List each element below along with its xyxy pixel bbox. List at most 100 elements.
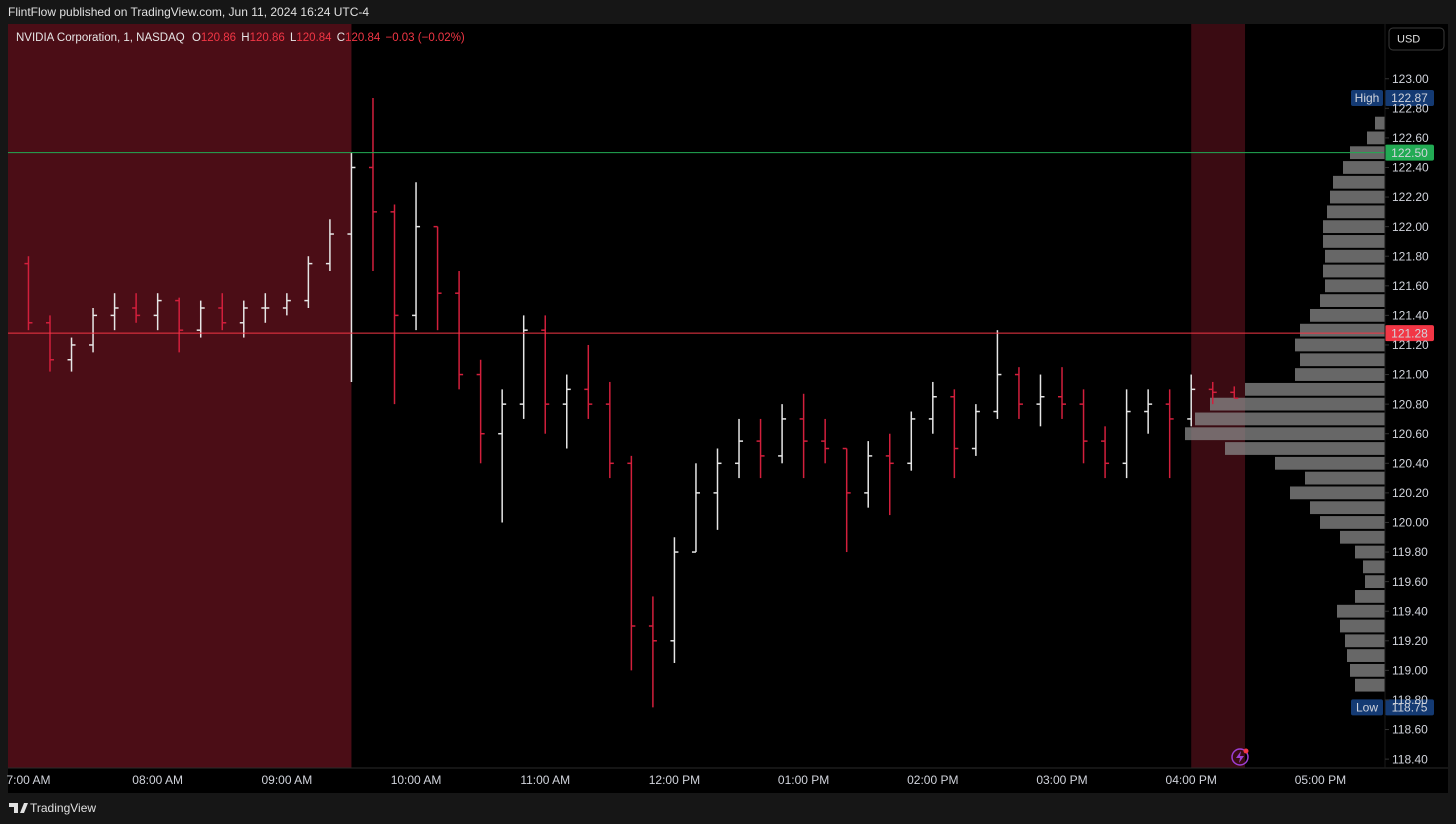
profile-bar <box>1355 678 1385 692</box>
level-badge-label: 122.50 <box>1391 146 1428 160</box>
profile-bar <box>1340 619 1385 633</box>
tv-logo-mark[interactable] <box>9 803 28 813</box>
profile-bar <box>1325 279 1385 293</box>
x-tick-label: 01:00 PM <box>778 773 829 787</box>
y-tick-label: 121.00 <box>1392 368 1429 382</box>
chart-legend: NVIDIA Corporation, 1, NASDAQ O120.86 H1… <box>16 32 465 44</box>
profile-bar <box>1355 545 1385 559</box>
x-tick-label: 11:00 AM <box>520 773 570 787</box>
profile-bar <box>1375 116 1385 130</box>
y-tick-label: 122.60 <box>1392 131 1429 145</box>
session-shade <box>8 24 352 768</box>
profile-bar <box>1210 397 1385 411</box>
x-tick-label: 7:00 AM <box>6 773 50 787</box>
badge-name: High <box>1355 91 1380 105</box>
profile-bar <box>1300 353 1385 367</box>
x-tick-label: 03:00 PM <box>1036 773 1087 787</box>
badge-name: Low <box>1356 701 1378 715</box>
x-tick-label: 10:00 AM <box>391 773 442 787</box>
x-tick-label: 02:00 PM <box>907 773 958 787</box>
profile-bar <box>1295 338 1385 352</box>
legend-key: L <box>290 32 297 44</box>
level-badge <box>1385 144 1434 161</box>
y-tick-label: 122.20 <box>1392 190 1429 204</box>
profile-bar <box>1320 516 1385 529</box>
profile-bar <box>1245 382 1385 396</box>
x-tick-label: 08:00 AM <box>132 773 183 787</box>
profile-bar <box>1367 131 1385 145</box>
alert-icon[interactable] <box>1231 748 1249 766</box>
alert-dot[interactable] <box>1243 748 1249 754</box>
sessions <box>8 24 1246 768</box>
y-tick-label: 122.80 <box>1392 101 1429 115</box>
y-tick-label: 118.40 <box>1392 752 1428 766</box>
badge-name-box <box>1351 89 1383 106</box>
profile-bar <box>1300 323 1385 337</box>
volume-profile <box>1185 116 1385 692</box>
profile-bar <box>1323 264 1385 278</box>
y-tick-label: 120.60 <box>1392 427 1429 441</box>
profile-bar <box>1310 308 1385 322</box>
profile-bar <box>1345 634 1385 648</box>
x-tick-label: 09:00 AM <box>261 773 312 787</box>
profile-bar <box>1310 501 1385 515</box>
y-tick-label: 120.00 <box>1392 516 1429 530</box>
profile-bar <box>1195 412 1385 426</box>
badge-value: 118.75 <box>1392 701 1428 715</box>
alert-bolt[interactable] <box>1236 751 1244 763</box>
y-tick-label: 118.60 <box>1392 723 1428 737</box>
legend-value: 120.84 <box>296 32 332 44</box>
y-tick-label: 121.20 <box>1392 338 1429 352</box>
levels: 122.50 121.28 High 122.87 Low 118.75 <box>8 89 1434 716</box>
level-badge <box>1385 325 1434 342</box>
symbol: NVIDIA Corporation, 1, NASDAQ <box>16 32 185 44</box>
badge-value: 122.87 <box>1391 91 1428 105</box>
y-tick-label: 119.40 <box>1392 604 1428 618</box>
brand[interactable]: TradingView <box>30 801 96 815</box>
legend-change: −0.03 (−0.02%) <box>385 32 464 44</box>
legend-key: O <box>192 32 201 44</box>
profile-bar <box>1340 530 1385 544</box>
profile-bar <box>1355 590 1385 603</box>
x-tick-label: 05:00 PM <box>1295 773 1346 787</box>
profile-bar <box>1185 427 1385 441</box>
y-tick-label: 121.60 <box>1392 279 1429 293</box>
y-tick-label: 120.40 <box>1392 456 1429 470</box>
y-tick-label: 119.60 <box>1392 575 1428 589</box>
currency-label[interactable]: USD <box>1397 33 1420 45</box>
y-tick-label: 123.00 <box>1392 72 1429 86</box>
y-tick-label: 120.20 <box>1392 486 1429 500</box>
profile-bar <box>1327 205 1385 219</box>
legend-key: H <box>241 32 249 44</box>
level-badge-label: 121.28 <box>1391 326 1428 340</box>
profile-bar <box>1365 575 1385 589</box>
alert-circle[interactable] <box>1231 748 1249 766</box>
profile-bar <box>1225 442 1385 455</box>
profile-bar <box>1275 456 1385 470</box>
profile-bar <box>1330 190 1385 204</box>
published-line: FlintFlow published on TradingView.com, … <box>8 5 369 19</box>
y-tick-label: 119.00 <box>1392 664 1428 678</box>
profile-bar <box>1347 649 1385 662</box>
y-tick-label: 122.40 <box>1392 161 1429 175</box>
profile-bar <box>1343 161 1385 174</box>
profile-bar <box>1295 368 1385 381</box>
tv-logo[interactable] <box>9 803 28 813</box>
profile-bar <box>1290 486 1385 500</box>
profile-bar <box>1325 249 1385 263</box>
y-tick-label: 119.20 <box>1392 634 1428 648</box>
currency-button[interactable] <box>1388 27 1445 51</box>
y-tick-label: 122.00 <box>1392 220 1429 234</box>
legend-value: 120.86 <box>201 32 236 44</box>
x-tick-label: 04:00 PM <box>1166 773 1217 787</box>
profile-bar <box>1305 471 1385 485</box>
x-tick-label: 12:00 PM <box>649 773 700 787</box>
profile-bar <box>1337 604 1385 618</box>
session-shade <box>1191 24 1246 768</box>
badge-value-box <box>1385 89 1434 106</box>
legend-value: 120.86 <box>250 32 285 44</box>
profile-bar <box>1350 663 1385 677</box>
y-tick-label: 119.80 <box>1392 545 1428 559</box>
